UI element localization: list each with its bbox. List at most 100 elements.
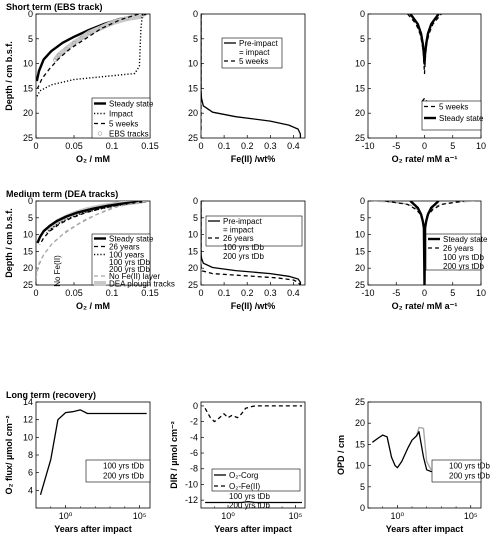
- y-tick-label: 15: [188, 246, 198, 256]
- x-tick-label: 5: [450, 141, 455, 151]
- y-tick-label: -4: [190, 432, 198, 442]
- y-tick-label: 10: [23, 432, 33, 442]
- x-tick-label: 0: [198, 288, 203, 298]
- legend-label: Steady state: [109, 100, 154, 109]
- y-tick-label: 20: [355, 418, 365, 428]
- y-tick-label: 0: [360, 9, 365, 19]
- y-tick-label: 25: [23, 133, 33, 143]
- chart-p1: 0 0.05 0.1 0.15 0 5 10 15 20 25 O₂ / mM Depth / cm …: [4, 2, 159, 164]
- legend-label: O₂-Corg: [229, 471, 258, 480]
- y-tick-label: 14: [23, 397, 33, 407]
- series-26-years: [39, 201, 147, 246]
- y-tick-label: 6: [28, 468, 33, 478]
- y-tick-label: 15: [188, 83, 198, 93]
- legend-label: 100 yrs tDb: [229, 492, 270, 501]
- x-axis-label: Fe(II) /wt%: [231, 154, 276, 164]
- series-pre-impact: [201, 201, 302, 285]
- y-tick-label: 0: [360, 196, 365, 206]
- chart-p5: 0 0.1 0.2 0.3 0.4 0 5 10 15 20 25 Fe(II) /wt% Pre-im…: [188, 196, 306, 311]
- y-axis-label: Depth / cm b.s.f.: [4, 208, 14, 278]
- x-tick-label: -10: [361, 288, 374, 298]
- legend-label: Steady state: [443, 235, 488, 244]
- legend-swatch: [97, 131, 103, 136]
- x-axis-label: Years after impact: [54, 524, 132, 534]
- x-tick-label: 0: [33, 141, 38, 151]
- chart-p6: -10 -5 0 5 10 0 5 10 15 20 25 O₂ rate/ mM a⁻¹ Steady…: [355, 196, 488, 311]
- legend-label: 5 weeks: [439, 103, 468, 112]
- y-tick-label: -12: [185, 495, 198, 505]
- x-tick-label: 0.4: [287, 141, 300, 151]
- y-tick-label: 5: [28, 34, 33, 44]
- panel-title: Short term (EBS track): [6, 2, 103, 12]
- series-group: [201, 201, 302, 285]
- legend-label: 26 years: [223, 234, 254, 243]
- legend-label: 26 years: [443, 244, 474, 253]
- y-tick-label: 0: [360, 503, 365, 513]
- y-tick-label: 25: [188, 280, 198, 290]
- ebs-track-marker: [79, 35, 84, 40]
- y-tick-label: 0: [193, 401, 198, 411]
- legend-label: 200 yrs tDb: [103, 472, 144, 481]
- x-tick-label: 0: [33, 288, 38, 298]
- x-tick-label: 5: [450, 288, 455, 298]
- y-tick-label: -8: [190, 464, 198, 474]
- x-tick-label: -10: [361, 141, 374, 151]
- series-no-fe-ii-layer-2: [36, 201, 147, 279]
- y-tick-label: 4: [28, 485, 33, 495]
- ebs-track-marker: [87, 30, 92, 35]
- y-axis-label: O₂ flux/ µmol cm⁻²: [4, 416, 14, 495]
- ebs-track-marker: [72, 40, 76, 45]
- x-tick-label: 0.1: [218, 288, 231, 298]
- legend-label: 100 yrs tDb: [103, 462, 144, 471]
- x-tick-label: -5: [392, 288, 400, 298]
- series-group: [39, 409, 147, 495]
- series-5-weeks-dip: [421, 97, 428, 104]
- series-dea-plough-tracks: [45, 201, 143, 233]
- x-tick-label: 10⁰: [221, 511, 235, 521]
- plot-frame: [200, 401, 306, 509]
- y-tick-label: 20: [188, 108, 198, 118]
- series-26-years: [384, 201, 465, 232]
- y-tick-label: 25: [188, 133, 198, 143]
- legend-label: = impact: [239, 48, 270, 57]
- x-tick-label: 0.05: [65, 141, 83, 151]
- x-axis-label: Fe(II) /wt%: [231, 301, 276, 311]
- x-axis-label: O₂ rate/ mM a⁻¹: [392, 154, 458, 164]
- legend-label: 5 weeks: [239, 57, 268, 66]
- ebs-track-marker: [64, 46, 69, 51]
- y-tick-label: 15: [355, 246, 365, 256]
- series-26-years: [201, 201, 301, 285]
- ebs-track-marker: [56, 53, 61, 58]
- x-tick-label: 10⁰: [59, 511, 73, 521]
- x-tick-label: 0.1: [218, 141, 231, 151]
- y-tick-label: 5: [193, 213, 198, 223]
- legend-label: 200 yrs tDb: [223, 252, 264, 261]
- y-tick-label: 0: [193, 9, 198, 19]
- x-tick-label: 0.2: [241, 288, 254, 298]
- y-tick-label: 20: [23, 263, 33, 273]
- x-tick-label: 0.15: [141, 288, 159, 298]
- y-tick-label: 5: [360, 213, 365, 223]
- plot-frame: [35, 401, 151, 509]
- x-tick-label: 0.15: [141, 141, 159, 151]
- y-tick-label: 12: [23, 415, 33, 425]
- y-tick-label: 15: [23, 83, 33, 93]
- legend-label: 100 yrs tDb: [443, 253, 484, 262]
- x-tick-label: 10: [476, 141, 486, 151]
- y-tick-label: 20: [23, 108, 33, 118]
- series-200-yrs-tdb: [373, 201, 476, 229]
- series-pre-impact: [201, 14, 302, 138]
- series-group: [36, 201, 147, 279]
- series-steady-state: [36, 14, 147, 82]
- legend-label: Impact: [109, 110, 134, 119]
- y-tick-label: 0: [28, 196, 33, 206]
- x-tick-label: 0.1: [106, 288, 119, 298]
- x-axis-label: O₂ / mM: [76, 154, 110, 164]
- y-tick-label: 5: [360, 34, 365, 44]
- x-tick-label: 0.3: [264, 288, 277, 298]
